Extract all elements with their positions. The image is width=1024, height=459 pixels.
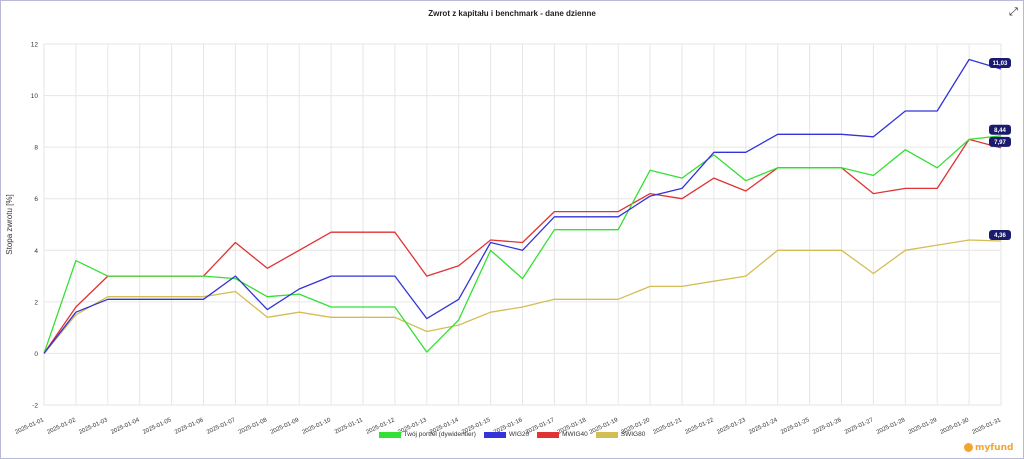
y-tick-label: 8 bbox=[34, 145, 38, 152]
legend-label: SWIG80 bbox=[620, 431, 646, 438]
legend-swatch bbox=[378, 431, 401, 438]
end-value-label: 11,03 bbox=[993, 61, 1008, 67]
y-tick-label: 6 bbox=[34, 196, 38, 203]
y-tick-label: 10 bbox=[31, 93, 39, 100]
y-tick-label: 4 bbox=[34, 248, 38, 255]
end-value-label: 8,44 bbox=[994, 128, 1006, 134]
y-tick-label: 12 bbox=[31, 42, 39, 49]
legend-item[interactable]: WIG20 bbox=[483, 431, 530, 438]
legend-label: Twój portfel (dywidentier) bbox=[403, 431, 476, 438]
logo-icon bbox=[964, 443, 973, 452]
series-line bbox=[43, 239, 1002, 354]
end-value-badge bbox=[989, 58, 1011, 69]
y-tick-label: -2 bbox=[32, 403, 38, 410]
legend-swatch bbox=[483, 431, 506, 438]
y-tick-label: 0 bbox=[34, 351, 38, 358]
end-value-badge bbox=[989, 136, 1011, 147]
legend-label: MWIG40 bbox=[562, 431, 588, 438]
y-axis-label: Stopa zwrotu [%] bbox=[5, 194, 14, 254]
y-tick-label: 2 bbox=[34, 299, 38, 306]
series-line bbox=[43, 135, 1002, 354]
end-value-badge bbox=[989, 230, 1011, 241]
legend-swatch bbox=[537, 431, 560, 438]
legend-label: WIG20 bbox=[508, 431, 530, 438]
series-line bbox=[43, 58, 1002, 354]
chart-title: Zwrot z kapitału i benchmark - dane dzie… bbox=[428, 9, 596, 18]
end-value-label: 7,97 bbox=[994, 140, 1006, 146]
end-value-badge bbox=[989, 124, 1011, 135]
legend-swatch bbox=[595, 431, 618, 438]
legend-item[interactable]: Twój portfel (dywidentier) bbox=[378, 431, 476, 438]
fullscreen-icon[interactable]: ⤢ bbox=[1009, 5, 1018, 18]
legend-item[interactable]: MWIG40 bbox=[537, 431, 588, 438]
logo-text: myfund bbox=[975, 443, 1014, 453]
myfund-logo: myfund bbox=[964, 443, 1013, 453]
legend-item[interactable]: SWIG80 bbox=[595, 431, 646, 438]
end-value-label: 4,36 bbox=[994, 233, 1006, 239]
chart-legend: Twój portfel (dywidentier) WIG20 MWIG40 SWI… bbox=[0, 431, 1024, 438]
